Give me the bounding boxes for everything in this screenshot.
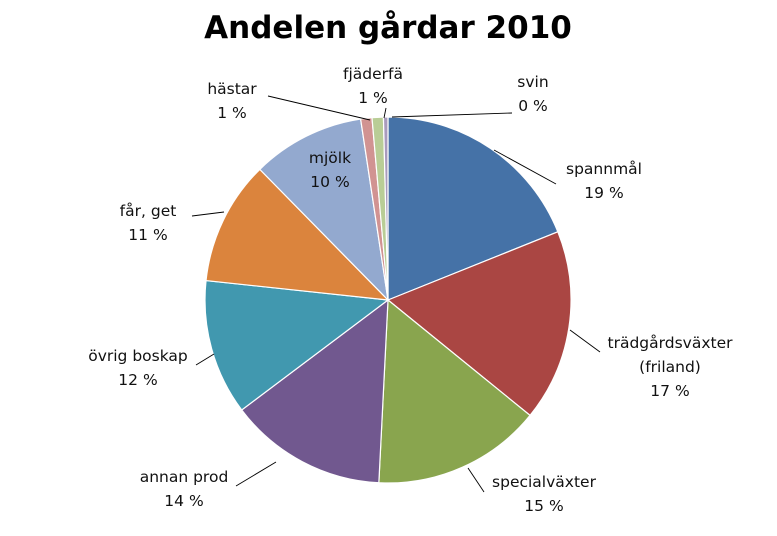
slice-name-label: mjölk	[309, 149, 351, 167]
leader-line-3	[235, 461, 277, 487]
slice-name-label: spannmål	[566, 160, 642, 178]
slice-value-label: 17 %	[650, 382, 689, 400]
slice-value-label: 14 %	[164, 492, 203, 510]
slice-value-label: 0 %	[518, 97, 548, 115]
slice-name-label: specialväxter	[492, 473, 597, 491]
leader-lines	[191, 95, 601, 493]
slice-name-label: fjäderfä	[343, 65, 403, 83]
slice-value-label: 12 %	[118, 371, 157, 389]
slice-label-1: trädgårdsväxter (friland) 17 %	[608, 334, 734, 400]
chart-title: Andelen gårdar 2010	[204, 10, 572, 46]
pie-slice-6	[258, 118, 389, 302]
pie-slice-9	[382, 116, 389, 301]
slice-name-label: hästar	[207, 80, 257, 98]
leader-line-5	[191, 211, 225, 217]
slice-name-label: svin	[517, 73, 548, 91]
pie-slice-1	[386, 231, 572, 417]
slice-label-0: spannmål 19 %	[566, 160, 642, 202]
pie-slice-5	[205, 168, 390, 301]
slice-name-label: trädgårdsväxter	[608, 334, 734, 352]
slice-label-8: fjäderfä 1 %	[343, 65, 403, 107]
slice-value-label: 1 %	[217, 104, 247, 122]
slice-label-2: specialväxter 15 %	[492, 473, 597, 515]
pie-slices	[204, 116, 572, 484]
leader-line-1	[569, 329, 601, 353]
slice-label-6: mjölk 10 %	[309, 149, 351, 191]
slice-label-5: får, get 11 %	[120, 202, 177, 244]
leader-line-0	[493, 149, 557, 185]
slice-value-label: 19 %	[584, 184, 623, 202]
leader-line-4	[195, 353, 215, 366]
slice-name-label: får, get	[120, 202, 177, 220]
leader-line-8	[383, 107, 387, 119]
leader-line-9	[391, 112, 513, 118]
slice-label-9: svin 0 %	[517, 73, 548, 115]
pie-slice-3	[240, 298, 389, 484]
slice-value-label: 10 %	[310, 173, 349, 191]
slice-name-label: (friland)	[639, 358, 701, 376]
slice-name-label: övrig boskap	[88, 347, 188, 365]
slice-value-label: 11 %	[128, 226, 167, 244]
slice-label-7: hästar 1 %	[207, 80, 257, 122]
slice-labels: spannmål 19 % trädgårdsväxter (friland) 17 %…	[88, 65, 733, 515]
pie-slice-0	[387, 116, 559, 301]
leader-line-2	[467, 467, 485, 493]
slice-label-4: övrig boskap 12 %	[88, 347, 188, 389]
slice-name-label: annan prod	[140, 468, 229, 486]
pie-slice-4	[204, 279, 390, 411]
slice-label-3: annan prod 14 %	[140, 468, 229, 510]
pie-slice-2	[378, 298, 531, 484]
slice-value-label: 15 %	[524, 497, 563, 515]
slice-value-label: 1 %	[358, 89, 388, 107]
leader-line-7	[267, 95, 371, 121]
